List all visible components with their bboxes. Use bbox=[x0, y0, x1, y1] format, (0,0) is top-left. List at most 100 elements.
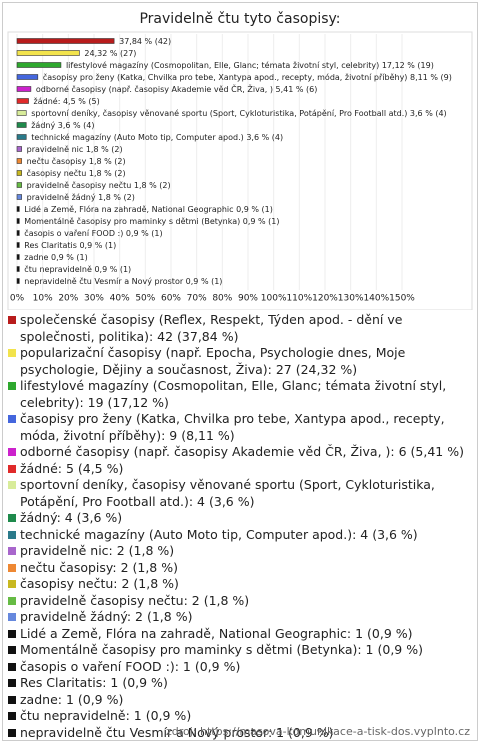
legend-item: časopisy nečtu: 2 (1,8 %) bbox=[8, 576, 474, 593]
legend-item: žádný: 4 (3,6 %) bbox=[8, 510, 474, 527]
bar-label: pravidelně časopisy nečtu 1,8 % (2) bbox=[27, 180, 171, 190]
bar-label: odborné časopisy (např. časopisy Akademi… bbox=[36, 83, 317, 94]
legend-item: společenské časopisy (Reflex, Respekt, T… bbox=[8, 312, 474, 345]
legend-text: žádné: 5 (4,5 %) bbox=[20, 460, 124, 476]
bar bbox=[16, 278, 20, 284]
value-label: 0,9 % (1) bbox=[243, 217, 280, 226]
value-label: 3,6 % (4) bbox=[58, 121, 95, 130]
x-tick-label: 120% bbox=[312, 294, 338, 304]
bar-label: pravidelně nic 1,8 % (2) bbox=[27, 145, 123, 154]
legend-text: společenské časopisy (Reflex, Respekt, T… bbox=[20, 312, 403, 344]
legend-swatch bbox=[8, 415, 16, 423]
value-label: 0,9 % (1) bbox=[94, 265, 131, 274]
category-label: Momentálně časopisy pro maminky s dětmi … bbox=[24, 216, 240, 226]
category-label: časopis o vaření FOOD :) bbox=[24, 228, 123, 238]
chart: Pravidelně čtu tyto časopisy: 0% 10% 20% 30… bbox=[7, 11, 473, 310]
legend-text: technické magazíny (Auto Moto tip, Compu… bbox=[20, 526, 418, 542]
legend-swatch bbox=[8, 481, 16, 489]
x-tick-label: 40% bbox=[110, 294, 130, 304]
bar bbox=[16, 194, 22, 200]
source: zdroj: https://masova-komunikace-a-tisk-… bbox=[165, 725, 470, 738]
x-tick-label: 150% bbox=[389, 294, 415, 304]
legend-swatch bbox=[8, 596, 16, 605]
bar-label: Lidé a Země, Flóra na zahradě, National … bbox=[24, 204, 273, 214]
legend-swatch bbox=[8, 316, 16, 324]
bar-label: lifestylové magazíny (Cosmopolitan, Elle… bbox=[66, 60, 434, 70]
category-label: žádné: bbox=[34, 96, 61, 106]
legend-item: nečtu časopisy: 2 (1,8 %) bbox=[8, 560, 474, 577]
chart-title: Pravidelně čtu tyto časopisy: bbox=[139, 11, 340, 27]
x-tick-label: 130% bbox=[338, 294, 364, 304]
legend-text: pravidelně časopisy nečtu: 2 (1,8 %) bbox=[20, 592, 250, 608]
bar-label: zadne 0,9 % (1) bbox=[24, 253, 87, 262]
legend-text: žádný: 4 (3,6 %) bbox=[20, 510, 123, 525]
legend-swatch bbox=[8, 514, 16, 522]
bar bbox=[16, 86, 32, 92]
category-label: sportovní deníky, časopisy věnované spor… bbox=[31, 108, 407, 118]
bar-label: žádné: 4,5 % (5) bbox=[34, 96, 100, 106]
plot-frame bbox=[7, 31, 473, 310]
category-label: Res Claritatis bbox=[24, 241, 77, 250]
category-label: lifestylové magazíny (Cosmopolitan, Elle… bbox=[66, 60, 379, 70]
category-label: nečtu časopisy bbox=[27, 156, 87, 166]
legend-swatch bbox=[8, 695, 16, 704]
legend-item: Res Claritatis: 1 (0,9 %) bbox=[8, 675, 474, 692]
legend-text: časopisy pro ženy (Katka, Chvilka pro te… bbox=[20, 411, 445, 443]
category-label: žádný bbox=[31, 121, 55, 130]
x-tick-label: 100% bbox=[261, 294, 287, 304]
legend-swatch bbox=[8, 613, 16, 621]
legend-text: pravidelně žádný: 2 (1,8 %) bbox=[20, 609, 193, 624]
x-tick-label: 20% bbox=[58, 294, 78, 304]
category-label: pravidelně nic bbox=[27, 145, 84, 154]
legend-swatch bbox=[8, 448, 16, 456]
value-label: 1,8 % (2) bbox=[98, 193, 135, 202]
category-label: pravidelně časopisy nečtu bbox=[27, 180, 132, 190]
legend-swatch bbox=[8, 679, 16, 687]
category-label: Lidé a Země, Flóra na zahradě, National … bbox=[24, 204, 233, 214]
legend-text: nepravidelně čtu Vesmír a Nový prostor: … bbox=[20, 724, 334, 740]
bar bbox=[16, 50, 80, 56]
legend-text: pravidelně nic: 2 (1,8 %) bbox=[20, 543, 175, 558]
legend-swatch bbox=[8, 464, 16, 473]
category-label: pravidelně žádný bbox=[27, 193, 96, 202]
legend-text: sportovní deníky, časopisy věnované spor… bbox=[20, 477, 435, 509]
bar-label: časopisy pro ženy (Katka, Chvilka pro te… bbox=[43, 72, 452, 82]
x-tick-label: 90% bbox=[238, 294, 258, 304]
legend-text: Res Claritatis: 1 (0,9 %) bbox=[20, 675, 168, 690]
legend-item: žádné: 5 (4,5 %) bbox=[8, 461, 474, 478]
bar-label: 37,84 % (42) bbox=[119, 37, 171, 46]
bar bbox=[16, 242, 20, 248]
category-label: čtu nepravidelně bbox=[24, 264, 92, 274]
legend-item: technické magazíny (Auto Moto tip, Compu… bbox=[8, 527, 474, 544]
bar bbox=[16, 266, 20, 272]
legend-text: nečtu časopisy: 2 (1,8 %) bbox=[20, 559, 178, 575]
legend-swatch bbox=[8, 547, 16, 555]
x-tick-label: 0% bbox=[10, 294, 25, 304]
bar bbox=[16, 170, 22, 176]
value-label: 1,8 % (2) bbox=[89, 157, 126, 166]
legend-swatch bbox=[8, 662, 16, 671]
legend-item: pravidelně žádný: 2 (1,8 %) bbox=[8, 609, 474, 626]
category-label: technické magazíny (Auto Moto tip, Compu… bbox=[31, 132, 244, 142]
bar-label: nepravidelně čtu Vesmír a Nový prostor 0… bbox=[24, 276, 222, 286]
legend-item: lifestylové magazíny (Cosmopolitan, Elle… bbox=[8, 378, 474, 411]
value-label: 0,9 % (1) bbox=[186, 277, 223, 286]
value-label: 0,9 % (1) bbox=[236, 205, 273, 214]
legend-item: pravidelně časopisy nečtu: 2 (1,8 %) bbox=[8, 593, 474, 610]
legend-text: popularizační časopisy (např. Epocha, Ps… bbox=[20, 345, 406, 377]
bar bbox=[16, 134, 27, 140]
value-label: 5,41 % (6) bbox=[275, 85, 317, 94]
x-tick-label: 50% bbox=[135, 294, 155, 304]
x-tick-label: 110% bbox=[286, 294, 312, 304]
x-tick-label: 140% bbox=[363, 294, 389, 304]
value-label: 1,8 % (2) bbox=[134, 181, 171, 190]
value-label: 24,32 % (27) bbox=[84, 49, 136, 58]
bar bbox=[16, 122, 27, 128]
value-label: 0,9 % (1) bbox=[51, 253, 88, 262]
legend-swatch bbox=[8, 629, 16, 638]
x-tick-label: 10% bbox=[33, 294, 53, 304]
category-label: zadne bbox=[24, 253, 48, 262]
bar bbox=[16, 230, 20, 236]
value-label: 17,12 % (19) bbox=[382, 61, 434, 70]
